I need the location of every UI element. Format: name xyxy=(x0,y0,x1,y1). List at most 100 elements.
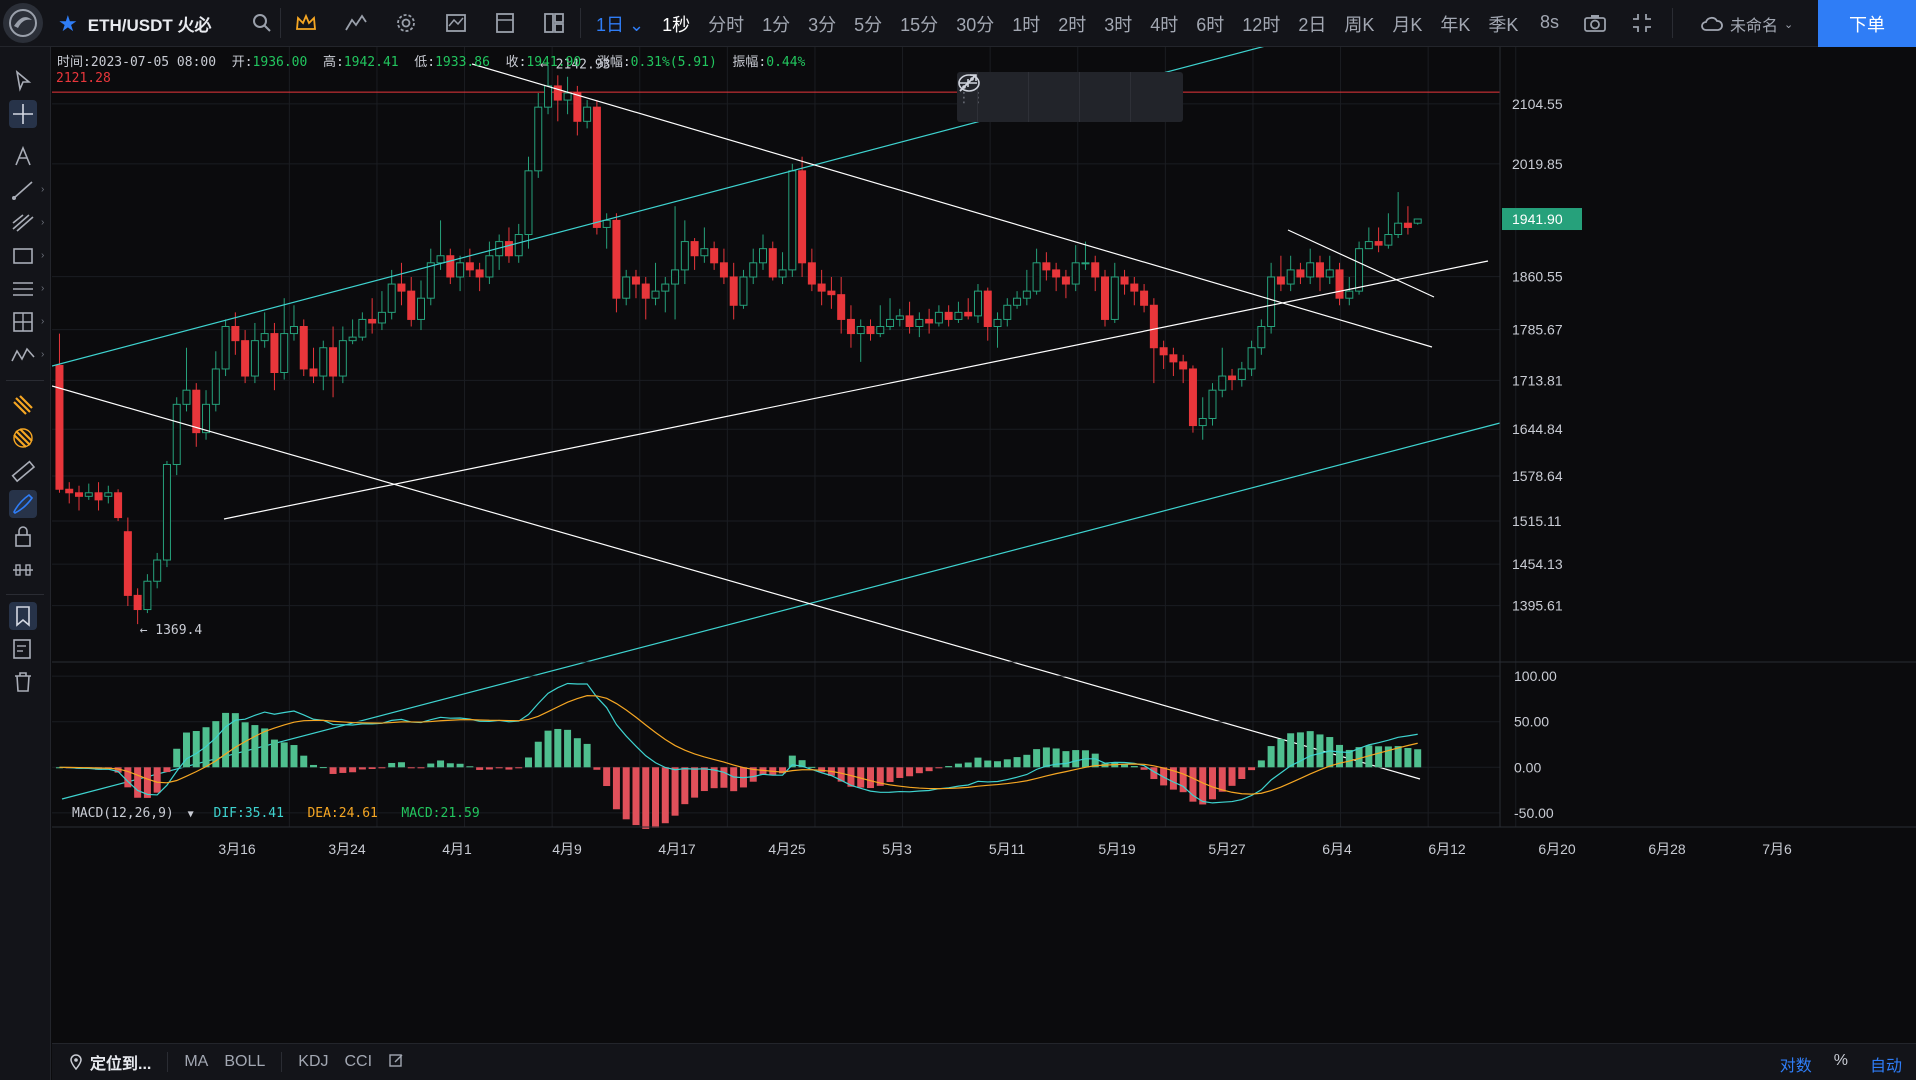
trash-icon[interactable] xyxy=(9,668,37,696)
magnet-icon[interactable] xyxy=(9,391,37,419)
price-chart[interactable]: ← 2142.93← 1369.4 100.0050.000.00-50.00 … xyxy=(52,47,1916,1043)
wave-icon[interactable] xyxy=(9,341,37,369)
interval-tab[interactable]: 5分 xyxy=(854,14,883,35)
app-logo[interactable] xyxy=(3,3,43,43)
chevron-right-icon[interactable]: › xyxy=(41,250,45,261)
candle-body xyxy=(202,403,211,434)
symbol-name[interactable]: ETH/USDT 火必 xyxy=(87,16,212,35)
macd-histogram-bar xyxy=(945,766,953,768)
interval-tab[interactable]: 月K xyxy=(1392,14,1423,35)
interval-tab[interactable]: 6时 xyxy=(1196,14,1225,35)
interval-tab[interactable]: 1时 xyxy=(1012,14,1041,35)
candle xyxy=(182,347,191,412)
settings-gear-icon[interactable] xyxy=(394,11,418,35)
log-scale-toggle[interactable]: 对数 xyxy=(1779,1058,1812,1075)
candle xyxy=(1257,319,1266,355)
layout-name-dropdown[interactable]: 未命名 ⌄ xyxy=(1700,12,1793,36)
chevron-right-icon[interactable]: › xyxy=(41,349,45,360)
measure-icon[interactable] xyxy=(9,556,37,584)
percent-scale-toggle[interactable]: % xyxy=(1833,1052,1848,1069)
extended-line-icon[interactable] xyxy=(959,72,1130,122)
macd-indicator-name[interactable]: MACD(12,26,9) xyxy=(72,806,174,821)
macd-histogram-bar xyxy=(1179,767,1187,793)
amplitude-value: 0.44% xyxy=(766,55,806,70)
camera-icon[interactable] xyxy=(1583,11,1607,35)
candle xyxy=(426,248,435,306)
divider xyxy=(167,1052,169,1072)
candle-body xyxy=(1101,276,1110,320)
interval-tab[interactable]: 1分 xyxy=(762,14,791,35)
edit-indicators-icon[interactable] xyxy=(388,1052,404,1073)
macd-histogram-bar xyxy=(329,767,337,774)
indicator-ma-button[interactable]: MA xyxy=(184,1053,209,1070)
interval-tab[interactable]: 1日 ⌄ xyxy=(596,14,645,35)
interval-tab[interactable]: 年K xyxy=(1440,14,1471,35)
chart-type-icon[interactable] xyxy=(444,11,468,35)
fullscreen-icon[interactable] xyxy=(1630,11,1654,35)
candle-body xyxy=(426,262,435,299)
fib-icon[interactable] xyxy=(9,209,37,237)
chevron-right-icon[interactable]: › xyxy=(41,316,45,327)
cursor-icon[interactable] xyxy=(9,67,37,95)
interval-tab[interactable]: 1秒 xyxy=(662,14,691,35)
ruler-icon[interactable] xyxy=(9,457,37,485)
price-axis-label: 1713.81 xyxy=(1512,372,1563,388)
candle xyxy=(241,330,250,384)
line-style-icon[interactable] xyxy=(959,72,1028,122)
interval-tab[interactable]: 2时 xyxy=(1058,14,1087,35)
interval-tab[interactable]: 季K xyxy=(1488,14,1519,35)
trendline-drawings[interactable] xyxy=(52,47,1501,800)
macd-histogram-bar xyxy=(270,739,278,768)
horizontal-ray-icon[interactable] xyxy=(959,72,1079,122)
candle-body xyxy=(387,283,396,313)
indicator-kdj-button[interactable]: KDJ xyxy=(298,1053,329,1070)
macd-histogram-bar xyxy=(749,767,757,782)
chevron-down-icon[interactable]: ▼ xyxy=(181,809,206,820)
indicator-cci-button[interactable]: CCI xyxy=(344,1053,373,1070)
interval-tab[interactable]: 4时 xyxy=(1150,14,1179,35)
candle xyxy=(84,483,93,500)
magnet-strong-icon[interactable] xyxy=(9,424,37,452)
interval-tab[interactable]: 周K xyxy=(1344,14,1375,35)
layout-icon[interactable] xyxy=(542,11,566,35)
favorite-star-icon[interactable]: ★ xyxy=(58,10,78,36)
symbol-selector[interactable]: ★ ETH/USDT 火必 xyxy=(58,0,211,47)
amplitude-label: 振幅: xyxy=(732,55,767,70)
place-order-button[interactable]: 下单 xyxy=(1818,0,1916,47)
interval-tab[interactable]: 3分 xyxy=(808,14,837,35)
pattern-icon[interactable] xyxy=(9,308,37,336)
text-icon[interactable] xyxy=(9,143,37,171)
indicators-icon[interactable] xyxy=(344,11,368,35)
trendline-icon[interactable] xyxy=(9,176,37,204)
macd-histogram-bar xyxy=(241,722,249,768)
ellipse-icon[interactable] xyxy=(958,72,1181,122)
crosshair-icon[interactable] xyxy=(9,100,37,128)
interval-tab[interactable]: 分时 xyxy=(708,14,745,35)
channel-icon[interactable] xyxy=(9,275,37,303)
chart-area[interactable]: ← 2142.93 ← 1369.4 100.00 50.00 0.00 -50.00 … xyxy=(52,47,1916,1043)
interval-tab[interactable]: 2日 xyxy=(1298,14,1327,35)
lock-icon[interactable] xyxy=(9,523,37,551)
interval-tab[interactable]: 12时 xyxy=(1242,14,1281,35)
interval-tab[interactable]: 30分 xyxy=(956,14,995,35)
crown-icon[interactable] xyxy=(294,11,318,35)
interval-tab[interactable]: 15分 xyxy=(900,14,939,35)
locate-button[interactable]: 定位到... xyxy=(68,1050,151,1074)
candle-body xyxy=(211,368,220,405)
interval-tab[interactable]: 3时 xyxy=(1104,14,1133,35)
chevron-right-icon[interactable]: › xyxy=(41,283,45,294)
indicator-boll-button[interactable]: BOLL xyxy=(224,1053,266,1070)
rectangle-icon[interactable] xyxy=(9,242,37,270)
favorites-icon[interactable] xyxy=(9,602,37,630)
macd-histogram-bar xyxy=(857,767,865,788)
edit-list-icon[interactable] xyxy=(9,635,37,663)
search-icon[interactable] xyxy=(251,12,273,34)
template-icon[interactable] xyxy=(493,11,517,35)
chevron-right-icon[interactable]: › xyxy=(41,217,45,228)
candle-body xyxy=(798,170,807,264)
chevron-right-icon[interactable]: › xyxy=(41,184,45,195)
brush-icon[interactable] xyxy=(9,490,37,518)
time-axis-label: 3月24 xyxy=(328,841,366,857)
auto-scale-toggle[interactable]: 自动 xyxy=(1869,1058,1902,1075)
macd-pane: 100.00 50.00 0.00 -50.00 xyxy=(52,668,1557,829)
